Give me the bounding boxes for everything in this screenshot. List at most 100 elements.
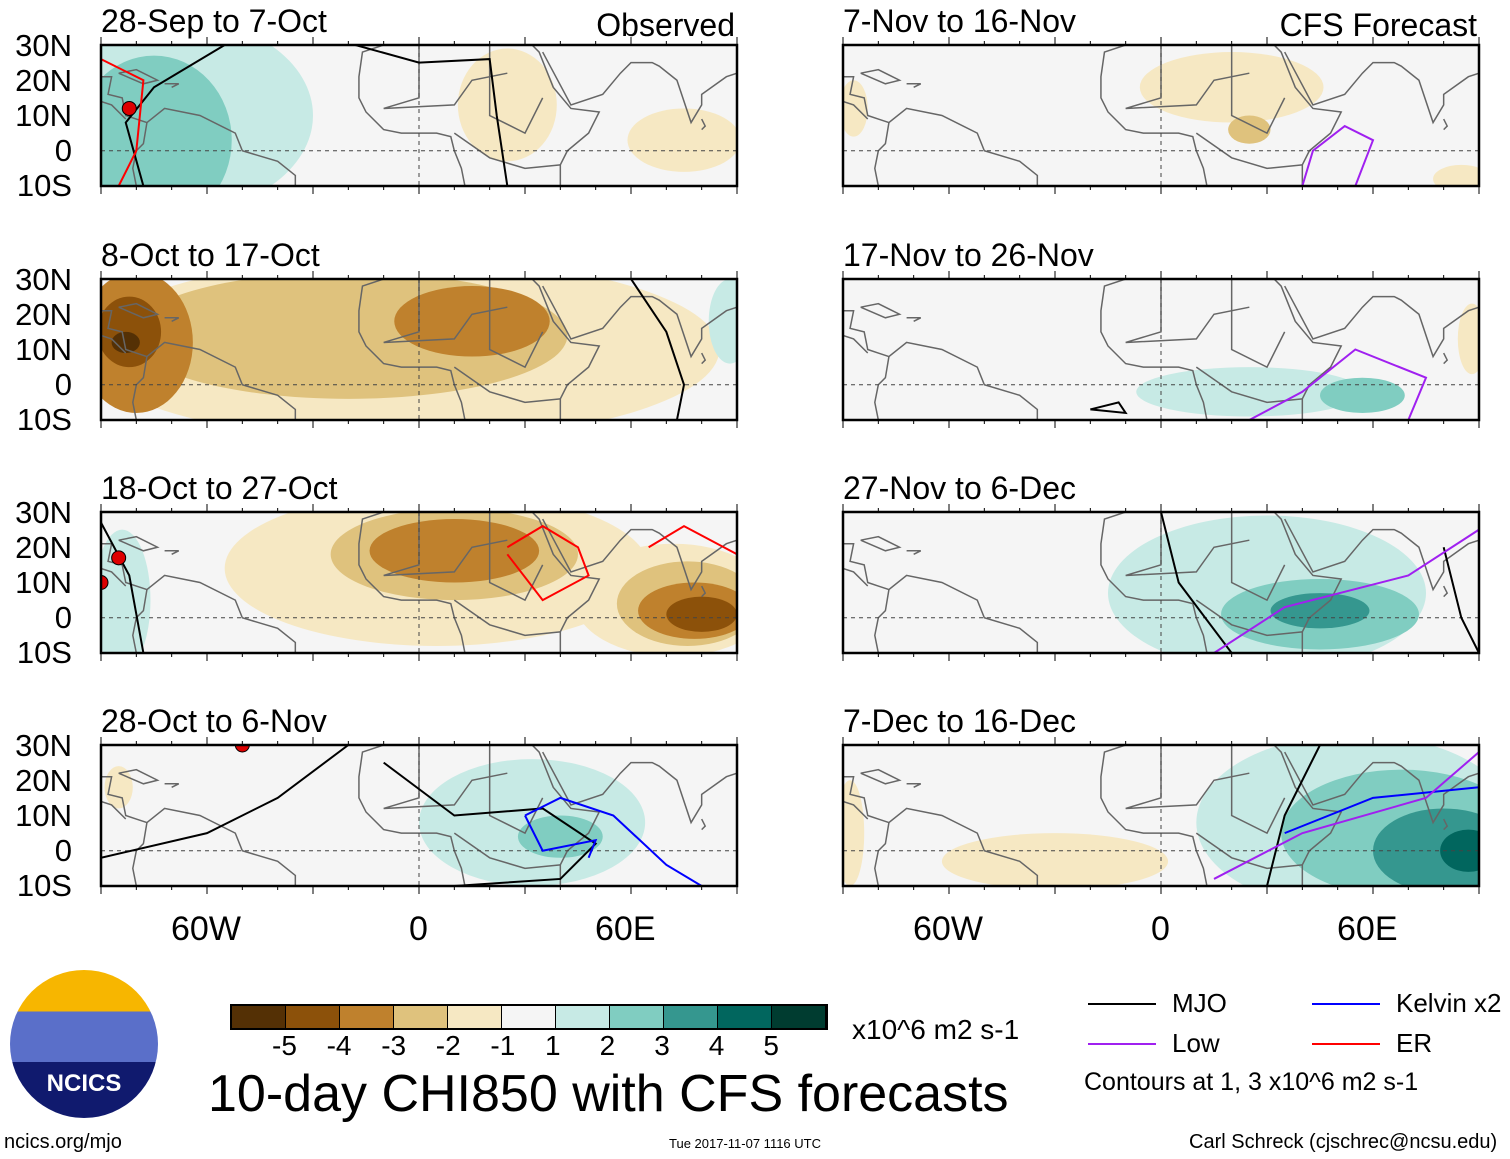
anomaly-shading: [708, 279, 737, 364]
anomaly-shading: [1136, 367, 1363, 417]
coastline: [453, 599, 561, 637]
coastline: [101, 309, 297, 420]
lat-label: 10S: [16, 635, 72, 670]
coastline: [1284, 518, 1479, 592]
lat-label: 20N: [15, 530, 72, 565]
coastline: [1230, 745, 1286, 835]
coastline: [1284, 51, 1479, 125]
coastline: [906, 83, 922, 88]
coastline: [383, 279, 508, 344]
lat-label: 20N: [15, 763, 72, 798]
coastline: [1125, 745, 1250, 810]
footer-url: ncics.org/mjo: [4, 1131, 122, 1153]
coastline: [164, 317, 180, 322]
coastline: [118, 535, 160, 552]
map-panel: [841, 737, 1481, 894]
coastline: [164, 550, 180, 555]
coastline: [531, 745, 601, 886]
coastline: [1442, 585, 1449, 598]
colorbar-tick: 1: [545, 1030, 561, 1061]
coastline: [101, 75, 297, 186]
mjo-contour: [630, 279, 686, 420]
er-contour: [101, 58, 145, 186]
mjo-contour: [101, 745, 349, 859]
low-contour: [1213, 528, 1479, 653]
anomaly-shading: [101, 296, 162, 368]
mjo-contour: [1266, 745, 1321, 886]
coastline: [843, 567, 869, 587]
panel-title: 17-Nov to 26-Nov: [843, 237, 1094, 273]
panel-title: 18-Oct to 27-Oct: [101, 470, 338, 506]
map-panel: [99, 37, 739, 194]
anomaly-shading: [517, 815, 603, 858]
legend-line-er: [1312, 1043, 1380, 1045]
lon-label: 60W: [171, 910, 241, 948]
panel-title: 28-Sep to 7-Oct: [101, 3, 327, 39]
figure-title: 10-day CHI850 with CFS forecasts: [208, 1065, 1009, 1123]
footer-author: Carl Schreck (cjschrec@ncsu.edu): [1189, 1131, 1498, 1153]
coastline: [358, 512, 466, 653]
panel-title: 8-Oct to 17-Oct: [101, 237, 320, 273]
storm-icon: [234, 745, 250, 753]
legend-label: Kelvin x2: [1396, 988, 1502, 1018]
coastline: [860, 535, 902, 552]
colorbar-swatch: [610, 1006, 664, 1028]
panel-source-tag: Observed: [596, 7, 735, 43]
anomaly-shading: [843, 780, 865, 886]
colorbar-swatch: [664, 1006, 718, 1028]
colorbar-tick: -4: [326, 1030, 352, 1061]
coastline: [164, 783, 180, 788]
coastline: [1195, 832, 1303, 870]
coastline: [1125, 512, 1250, 577]
coastline: [860, 68, 902, 85]
coastline: [1195, 132, 1303, 170]
lat-label: 0: [54, 600, 72, 635]
coastline: [1284, 285, 1479, 359]
coastline: [101, 100, 127, 120]
coastline: [906, 783, 922, 788]
storm-icon: [121, 100, 137, 116]
coastline: [542, 51, 737, 125]
coastline: [531, 279, 601, 420]
logo-text: NCICS: [46, 1070, 122, 1097]
anomaly-shading: [666, 596, 737, 632]
low-contour: [1248, 348, 1428, 420]
panel-source-tag: CFS Forecast: [1279, 7, 1477, 43]
coastline: [843, 800, 869, 820]
map-panel: [841, 271, 1481, 428]
colorbar-swatch: [448, 1006, 502, 1028]
anomaly-shading: [1457, 303, 1479, 375]
mjo-contour: [383, 761, 598, 886]
coastline: [700, 585, 707, 598]
lon-label: 0: [409, 910, 428, 948]
anomaly-shading: [843, 80, 868, 137]
anomaly-shading: [627, 108, 737, 172]
panel-title: 28-Oct to 6-Nov: [101, 703, 327, 739]
coastline: [1273, 45, 1343, 186]
coastline: [542, 285, 737, 359]
coastline: [358, 45, 466, 186]
coastline: [860, 768, 902, 785]
coastline: [453, 366, 561, 404]
coastline: [1273, 745, 1343, 886]
anomaly-shading: [1228, 115, 1271, 144]
legend-line-kelvin: [1312, 1003, 1380, 1005]
lon-label: 60E: [1337, 910, 1398, 948]
lat-label: 20N: [15, 63, 72, 98]
footer-timestamp: Tue 2017-11-07 1116 UTC: [669, 1136, 821, 1151]
coastline: [700, 352, 707, 365]
mjo-contour: [355, 45, 509, 186]
lat-label: 10S: [16, 168, 72, 203]
colorbar-swatch: [556, 1006, 610, 1028]
coastline: [488, 745, 544, 835]
lat-label: 10N: [15, 332, 72, 367]
map-panel: [841, 504, 1481, 661]
coastline: [453, 132, 561, 170]
colorbar-swatch: [286, 1006, 340, 1028]
coastline: [1230, 512, 1286, 602]
map-panel: [99, 737, 739, 894]
coastline: [1230, 45, 1286, 135]
coastline: [1442, 352, 1449, 365]
coastline: [383, 512, 508, 577]
